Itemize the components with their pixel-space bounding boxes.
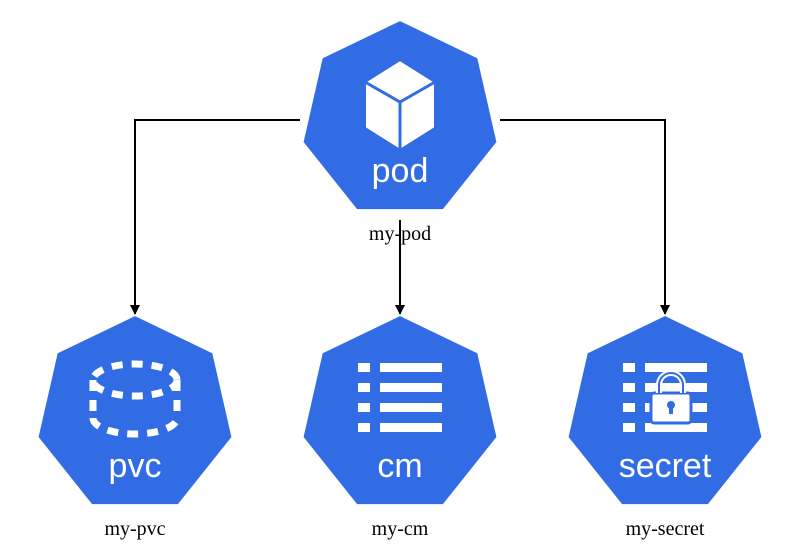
node-type-text: cm xyxy=(377,447,422,485)
node-type-text: pod xyxy=(372,152,429,190)
edge-pod-to-secret xyxy=(500,120,665,315)
node-label-text: my-secret xyxy=(626,518,705,540)
node-type-text: secret xyxy=(619,447,712,485)
edge-pod-to-pvc xyxy=(135,120,300,315)
node-label-text: my-pvc xyxy=(104,518,165,540)
node-cm: cm my-cm xyxy=(303,315,498,540)
node-pvc: pvc my-pvc xyxy=(38,315,233,540)
node-label-text: my-cm xyxy=(372,518,429,540)
node-pod: pod my-pod xyxy=(303,20,498,245)
node-label-text: my-pod xyxy=(369,223,431,245)
node-secret: secret my-secret xyxy=(568,315,763,540)
k8s-resource-diagram: pod my-pod pvc my-pvc cm my-cm secret my-secret xyxy=(0,0,800,559)
node-type-text: pvc xyxy=(109,447,162,485)
